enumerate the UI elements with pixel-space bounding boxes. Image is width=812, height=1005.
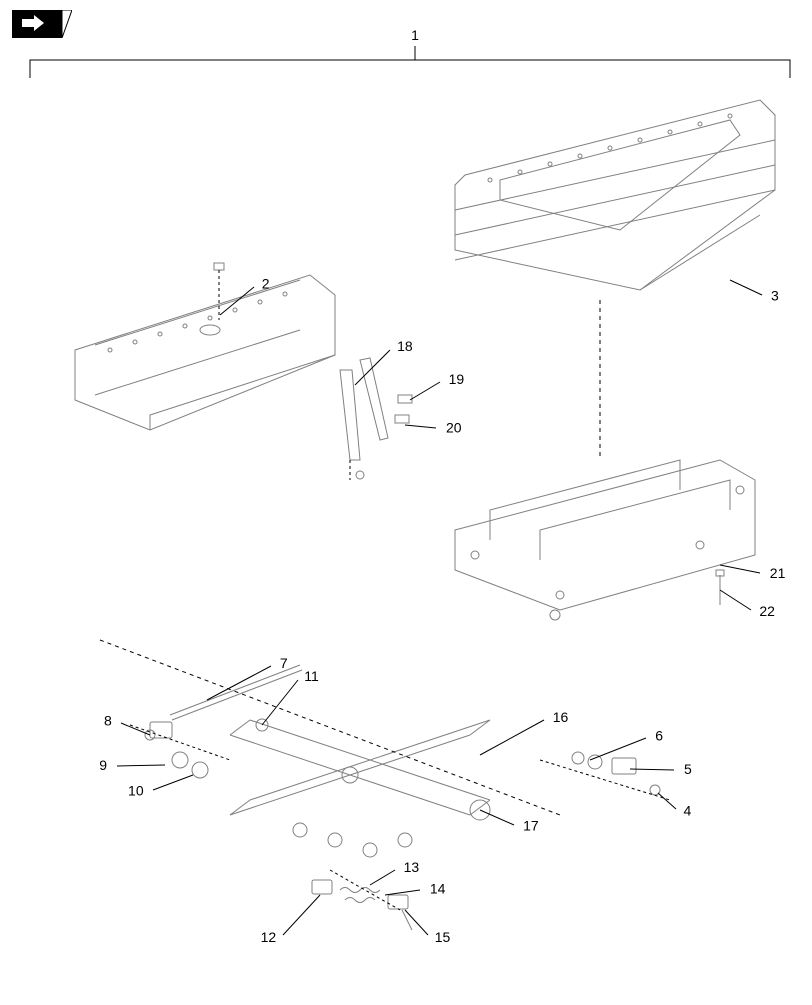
callout-label-14: 14 (430, 880, 446, 896)
part-left-block (130, 722, 230, 778)
diagram-page: 1 (0, 0, 812, 1000)
callout-label-15: 15 (435, 929, 451, 945)
callout-label-16: 16 (553, 709, 569, 725)
callout-leader-11 (262, 680, 298, 725)
callout-label-1: 1 (411, 27, 419, 43)
part-base-fasteners (550, 570, 724, 620)
callout-label-10: 10 (128, 782, 144, 798)
callout-label-2: 2 (262, 275, 270, 291)
callout-leader-6 (590, 738, 646, 760)
parts-outline-group (75, 100, 775, 930)
callout-leader-5 (630, 769, 674, 770)
callout-leader-16 (480, 720, 544, 755)
callout-leader-18 (355, 350, 390, 385)
callout-label-3: 3 (771, 288, 779, 304)
callout-leader-4 (658, 793, 676, 809)
callout-leader-7 (207, 666, 271, 700)
callout-label-6: 6 (655, 728, 663, 744)
callout-label-8: 8 (104, 712, 112, 728)
callout-leader-22 (720, 590, 751, 610)
callout-leader-17 (480, 810, 514, 825)
callout-leader-20 (405, 425, 436, 428)
part-upper-nut (214, 263, 224, 320)
callout-label-20: 20 (446, 419, 462, 435)
part-tie-rod (170, 665, 302, 731)
callout-leader-14 (385, 890, 420, 895)
part-lower-latch (312, 870, 412, 930)
callout-leader-21 (720, 565, 760, 573)
callouts: 2 3 4 5 6 7 8 9 10 11 12 13 14 15 16 17 18 19 20 21 22 (99, 275, 785, 944)
callout-leader-8 (121, 723, 150, 735)
callout-leader-10 (153, 775, 193, 790)
callout-leader-12 (283, 895, 320, 935)
part-upper-plate (75, 275, 335, 430)
callout-label-4: 4 (683, 803, 691, 819)
part-right-block (540, 752, 670, 800)
callout-label-21: 21 (770, 565, 786, 581)
callout-label-5: 5 (684, 761, 692, 777)
callout-label-7: 7 (280, 655, 288, 671)
callout-label-17: 17 (523, 818, 539, 834)
return-icon (12, 10, 72, 38)
assembly-bracket: 1 (30, 27, 790, 78)
part-bellows (455, 100, 775, 290)
callout-label-13: 13 (404, 859, 420, 875)
callout-leader-9 (117, 765, 165, 766)
callout-leader-19 (410, 382, 440, 400)
exploded-diagram: 1 (0, 0, 812, 1000)
callout-label-22: 22 (759, 603, 775, 619)
callout-label-11: 11 (304, 668, 319, 684)
part-levers (340, 358, 412, 480)
callout-label-12: 12 (261, 929, 277, 945)
callout-label-18: 18 (397, 338, 413, 354)
part-base-plate (455, 460, 755, 610)
callout-leader-3 (730, 280, 762, 295)
part-scissor-linkage (230, 720, 490, 857)
callout-label-19: 19 (449, 371, 465, 387)
callout-label-9: 9 (99, 757, 107, 773)
callout-leader-13 (370, 870, 395, 885)
